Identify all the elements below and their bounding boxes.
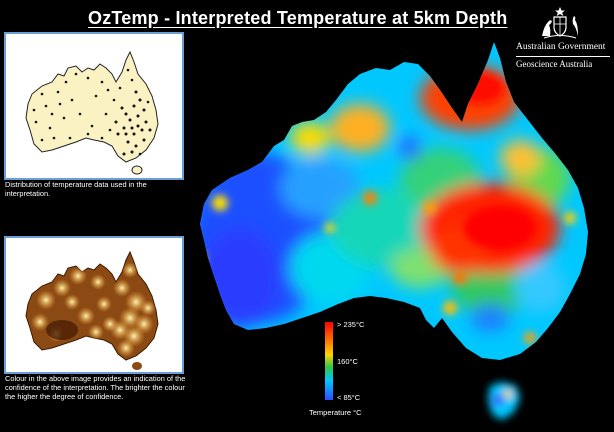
data-point-markers <box>32 68 152 156</box>
temperature-scale-bar <box>325 322 333 400</box>
temperature-field <box>200 42 588 360</box>
temperature-map <box>200 42 588 420</box>
coat-of-arms-icon <box>542 7 578 39</box>
government-branding: Australian Government Geoscience Austral… <box>516 6 610 70</box>
government-name: Australian Government <box>516 42 606 52</box>
page-title: OzTemp - Interpreted Temperature at 5km … <box>88 8 508 28</box>
tasmania-small <box>131 165 143 175</box>
low-confidence-zone <box>46 320 78 340</box>
tasmania <box>488 382 520 420</box>
tasmania-confidence <box>132 362 142 370</box>
data-distribution-caption: Distribution of temperature data used in… <box>5 180 147 198</box>
confidence-caption: Colour in the above image provides an in… <box>5 374 186 401</box>
agency-name: Geoscience Australia <box>516 59 593 69</box>
data-distribution-inset <box>4 32 184 180</box>
branding-divider <box>516 56 610 57</box>
confidence-inset <box>4 236 184 374</box>
legend-title: Temperature °C <box>309 408 362 417</box>
legend-max-label: > 235°C <box>337 320 365 329</box>
legend-mid-label: 160°C <box>337 357 358 366</box>
legend-min-label: < 85°C <box>337 393 361 402</box>
